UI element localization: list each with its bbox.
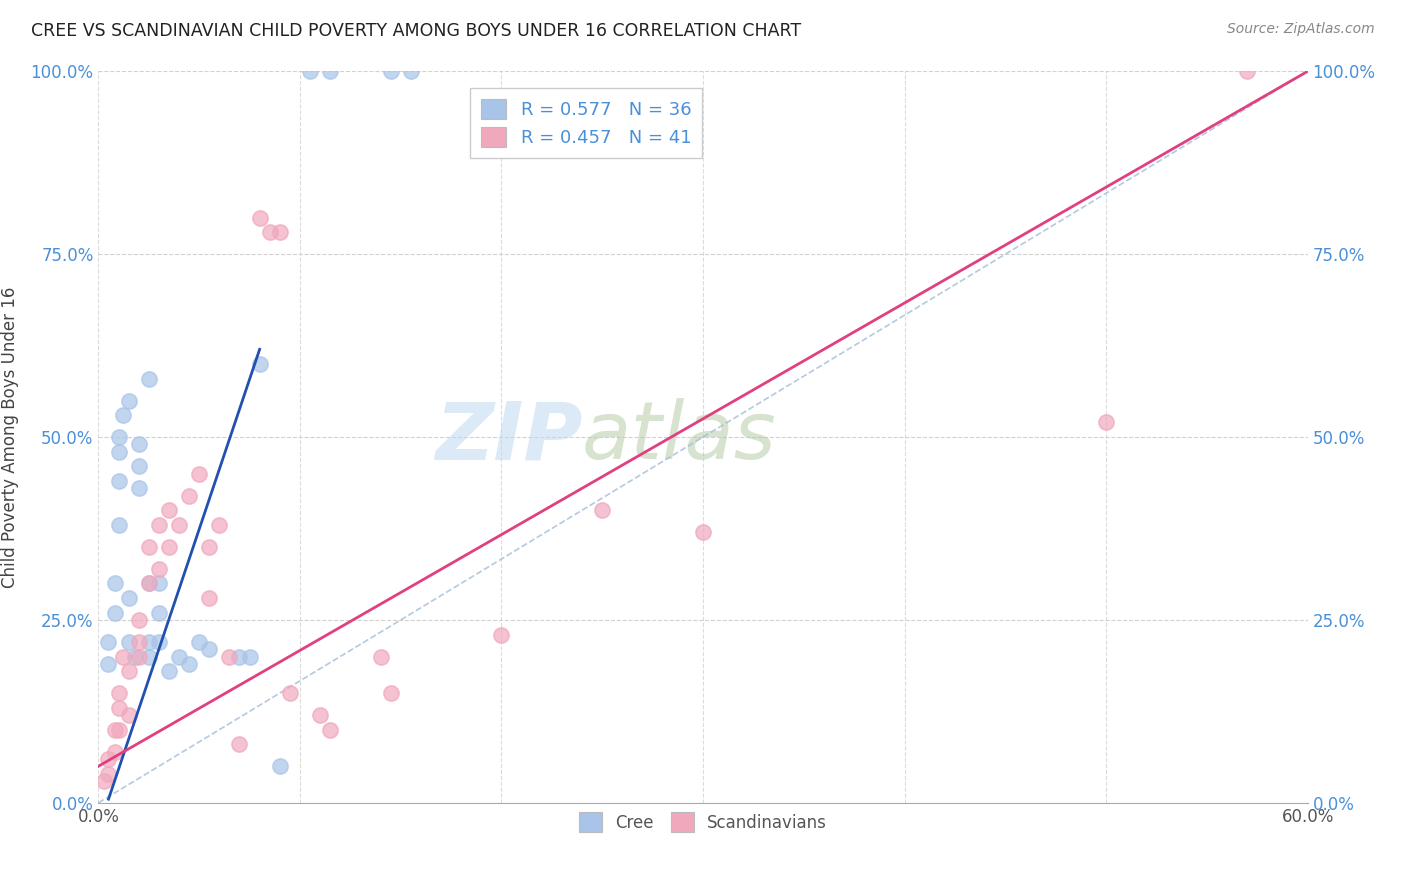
- Point: [138, 540, 160, 554]
- Point: [278, 686, 301, 700]
- Point: [118, 393, 141, 408]
- Point: [107, 474, 129, 488]
- Point: [124, 649, 146, 664]
- Text: CREE VS SCANDINAVIAN CHILD POVERTY AMONG BOYS UNDER 16 CORRELATION CHART: CREE VS SCANDINAVIAN CHILD POVERTY AMONG…: [31, 22, 801, 40]
- Point: [1095, 416, 1118, 430]
- Point: [249, 357, 271, 371]
- Point: [107, 430, 129, 444]
- Text: atlas: atlas: [582, 398, 778, 476]
- Y-axis label: Child Poverty Among Boys Under 16: Child Poverty Among Boys Under 16: [1, 286, 20, 588]
- Point: [111, 649, 134, 664]
- Point: [380, 64, 402, 78]
- Point: [97, 635, 120, 649]
- Point: [148, 517, 170, 532]
- Point: [208, 517, 231, 532]
- Point: [380, 686, 402, 700]
- Point: [167, 517, 190, 532]
- Point: [111, 408, 134, 422]
- Point: [167, 649, 190, 664]
- Point: [148, 635, 170, 649]
- Point: [128, 481, 150, 495]
- Point: [107, 517, 129, 532]
- Point: [269, 225, 291, 239]
- Point: [319, 64, 342, 78]
- Point: [107, 444, 129, 458]
- Point: [370, 649, 392, 664]
- Point: [299, 64, 322, 78]
- Point: [218, 649, 240, 664]
- Point: [692, 525, 714, 540]
- Point: [148, 576, 170, 591]
- Point: [103, 606, 125, 620]
- Point: [128, 649, 150, 664]
- Point: [128, 437, 150, 451]
- Point: [128, 635, 150, 649]
- Point: [259, 225, 281, 239]
- Point: [491, 627, 513, 641]
- Point: [128, 613, 150, 627]
- Point: [399, 64, 422, 78]
- Point: [103, 576, 125, 591]
- Point: [138, 371, 160, 385]
- Point: [118, 635, 141, 649]
- Text: ZIP: ZIP: [434, 398, 582, 476]
- Point: [228, 649, 250, 664]
- Point: [107, 723, 129, 737]
- Point: [198, 642, 221, 657]
- Text: Source: ZipAtlas.com: Source: ZipAtlas.com: [1227, 22, 1375, 37]
- Point: [138, 635, 160, 649]
- Point: [249, 211, 271, 225]
- Point: [309, 708, 332, 723]
- Point: [269, 759, 291, 773]
- Legend: Cree, Scandinavians: Cree, Scandinavians: [572, 805, 834, 838]
- Point: [138, 649, 160, 664]
- Point: [228, 737, 250, 751]
- Point: [157, 540, 180, 554]
- Point: [198, 591, 221, 605]
- Point: [128, 459, 150, 474]
- Point: [188, 635, 211, 649]
- Point: [148, 562, 170, 576]
- Point: [319, 723, 342, 737]
- Point: [103, 745, 125, 759]
- Point: [1236, 64, 1258, 78]
- Point: [97, 657, 120, 671]
- Point: [138, 576, 160, 591]
- Point: [179, 489, 201, 503]
- Point: [138, 576, 160, 591]
- Point: [107, 686, 129, 700]
- Point: [591, 503, 613, 517]
- Point: [179, 657, 201, 671]
- Point: [157, 503, 180, 517]
- Point: [103, 723, 125, 737]
- Point: [93, 773, 115, 788]
- Point: [97, 752, 120, 766]
- Point: [107, 700, 129, 714]
- Point: [118, 708, 141, 723]
- Point: [97, 766, 120, 780]
- Point: [148, 606, 170, 620]
- Point: [157, 664, 180, 678]
- Point: [188, 467, 211, 481]
- Point: [239, 649, 262, 664]
- Point: [118, 591, 141, 605]
- Point: [118, 664, 141, 678]
- Point: [198, 540, 221, 554]
